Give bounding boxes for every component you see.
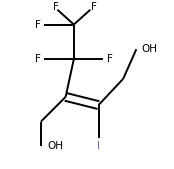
Text: F: F bbox=[35, 54, 41, 64]
Text: OH: OH bbox=[48, 141, 64, 151]
Text: F: F bbox=[35, 19, 41, 30]
Text: OH: OH bbox=[141, 44, 157, 54]
Text: F: F bbox=[53, 2, 59, 12]
Text: I: I bbox=[97, 141, 100, 151]
Text: F: F bbox=[107, 54, 113, 64]
Text: F: F bbox=[91, 2, 97, 12]
